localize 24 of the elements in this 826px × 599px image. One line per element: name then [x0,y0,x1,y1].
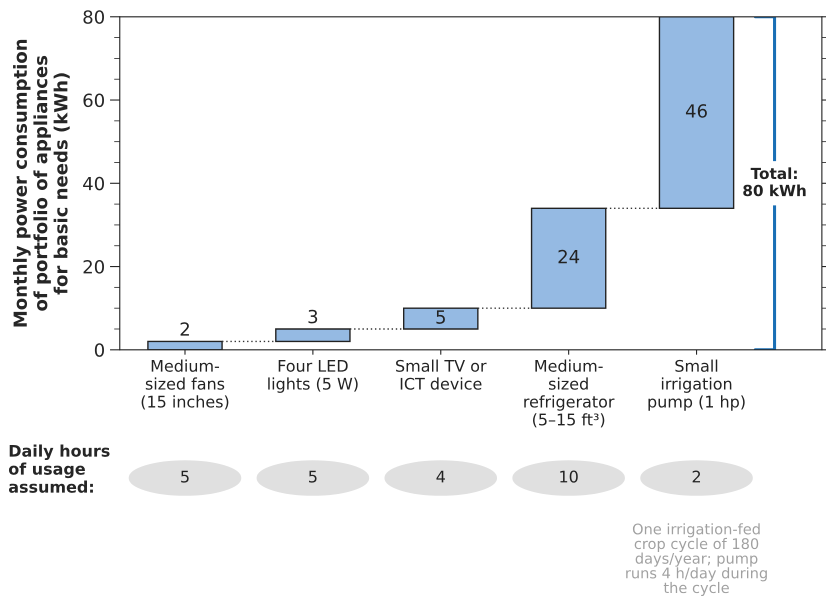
data-label: 5 [436,310,445,324]
text: 10 [560,470,578,483]
y-tick-label: 80 [83,10,104,24]
y-tick-label: 0 [94,343,104,357]
text: 4 [436,470,445,482]
annotation: Total: 80 kWh [743,167,806,196]
text: 2 [692,470,700,482]
y-tick-label: 40 [83,176,104,190]
x-tick-label: Small irrigation pump (1 hp) [648,360,745,411]
y-axis-title: Monthly power consumption of portfolio of appliances for basic needs (kWh) [13,40,70,327]
x-tick-label: Medium- sized refrigerator (5–15 ft³) [524,360,614,428]
text: 5 [181,470,189,483]
y-tick-label: 60 [83,93,104,108]
data-label: 46 [686,104,707,118]
data-label: 24 [558,250,580,264]
x-tick-label: Small TV or ICT device [396,360,487,390]
data-label: 2 [180,322,189,336]
x-tick-label: Medium- sized fans (15 inches) [142,360,228,410]
y-tick-label: 20 [84,260,104,274]
text: One irrigation-fed crop cycle of 180 days/year; pump runs 4 h/day during the cycle [626,523,767,596]
data-label: 3 [308,310,318,324]
text: 5 [309,470,317,483]
text: Daily hours of usage assumed: [8,444,110,493]
x-tick-label: Four LED lights (5 W) [268,360,358,393]
